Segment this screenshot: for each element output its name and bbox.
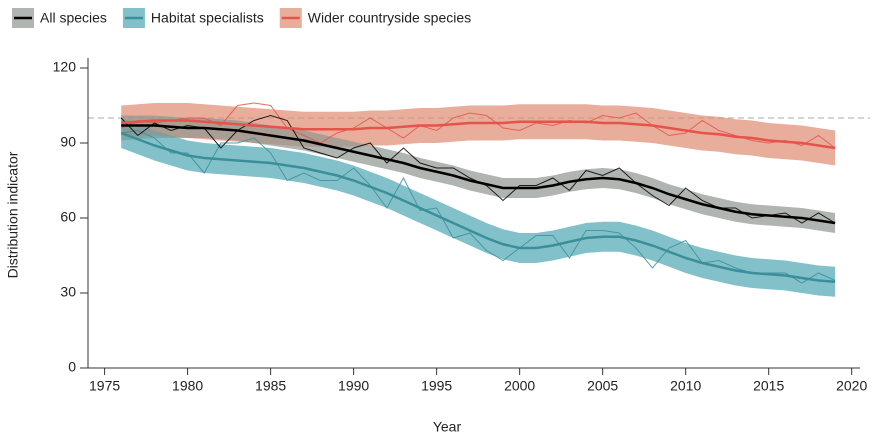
x-tick-label: 1980	[172, 378, 203, 394]
legend-label: Habitat specialists	[151, 10, 264, 26]
y-tick-label: 0	[68, 359, 76, 375]
y-tick-label: 120	[53, 59, 77, 75]
confidence-band	[121, 115, 836, 233]
annual-line	[120, 102, 836, 149]
x-tick-label: 1975	[89, 378, 120, 394]
x-tick-label: 2015	[753, 378, 784, 394]
y-tick-label: 60	[60, 209, 76, 225]
x-tick-label: 2005	[587, 378, 618, 394]
x-tick-label: 2020	[836, 378, 867, 394]
legend-item: All species	[12, 8, 107, 28]
y-axis-label: Distribution indicator	[5, 151, 21, 278]
x-tick-label: 1985	[255, 378, 286, 394]
legend-label: Wider countryside species	[308, 10, 471, 26]
x-tick-label: 1995	[421, 378, 452, 394]
legend-label: All species	[40, 10, 107, 26]
trend-line	[121, 124, 836, 225]
annual-line	[121, 129, 836, 284]
x-tick-label: 2000	[504, 378, 535, 394]
confidence-band	[121, 118, 836, 297]
y-tick-label: 30	[60, 284, 76, 300]
x-tick-label: 2010	[670, 378, 701, 394]
trend-line	[121, 119, 836, 150]
x-tick-label: 1990	[338, 378, 369, 394]
legend-item: Wider countryside species	[279, 8, 471, 28]
x-axis-label: Year	[433, 419, 462, 435]
y-tick-label: 90	[60, 134, 76, 150]
confidence-band	[121, 103, 836, 166]
trend-line	[120, 131, 836, 283]
legend-item: Habitat specialists	[122, 8, 264, 28]
